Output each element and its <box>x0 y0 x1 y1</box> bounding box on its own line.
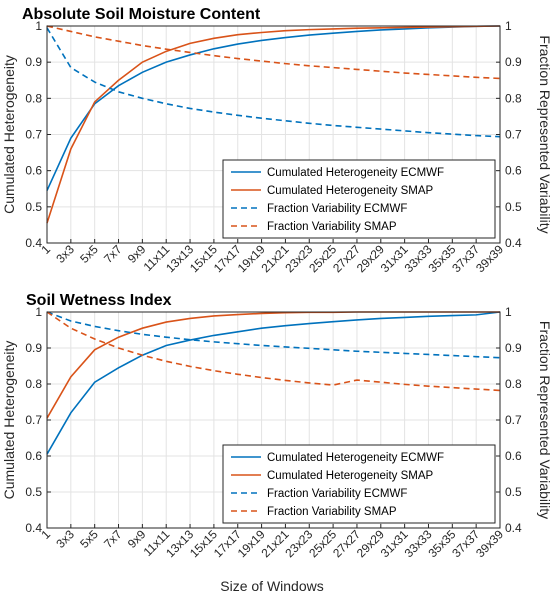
legend-entry: Cumulated Heterogeneity SMAP <box>267 470 434 482</box>
y-tick-label-left: 0.9 <box>25 341 42 355</box>
legend-entry: Cumulated Heterogeneity ECMWF <box>267 452 444 464</box>
y-tick-label-left: 0.5 <box>25 485 42 499</box>
legend-entry: Fraction Variability SMAP <box>267 506 397 518</box>
y-tick-label-right: 0.9 <box>505 341 522 355</box>
axis-ticks: 1 3x3 5x5 7x7 9x911x1113x1315x1517x1719x1921… <box>25 19 522 275</box>
y-tick-label-right: 0.5 <box>505 200 522 214</box>
legend-entry: Fraction Variability SMAP <box>267 221 397 233</box>
y-tick-label-right: 0.7 <box>505 128 522 142</box>
y-tick-label-right: 0.8 <box>505 377 522 391</box>
series-line <box>46 25 501 224</box>
y-tick-label-right: 0.6 <box>505 164 522 178</box>
panel-absolute-soil-moisture: Absolute Soil Moisture Content 1 3x3 5x5 7x… <box>1 6 550 275</box>
y-tick-label-right: 0.5 <box>505 485 522 499</box>
y-tick-label-left: 0.7 <box>25 128 42 142</box>
series-line <box>46 311 501 455</box>
y-tick-label-left: 0.4 <box>25 521 42 535</box>
y-tick-label-left: 0.6 <box>25 449 42 463</box>
y-tick-label-left: 1 <box>35 305 42 319</box>
y-tick-label-left: 0.8 <box>25 91 42 105</box>
y-tick-label-left: 0.5 <box>25 200 42 214</box>
y-tick-label-left: 0.4 <box>25 236 42 250</box>
series-line <box>46 25 501 80</box>
y-tick-label-left: 0.9 <box>25 55 42 69</box>
y-tick-label-left: 0.7 <box>25 413 42 427</box>
y-tick-label-left: 0.8 <box>25 377 42 391</box>
legend-entry: Cumulated Heterogeneity SMAP <box>267 185 434 197</box>
legend: Cumulated Heterogeneity ECMWF Cumulated H… <box>222 444 496 524</box>
x-axis-label: Size of Windows <box>220 578 323 594</box>
y-tick-label-right: 0.7 <box>505 413 522 427</box>
y-tick-label-right: 1 <box>505 19 512 33</box>
y-tick-label-right: 0.4 <box>505 236 522 250</box>
series-line <box>46 25 501 191</box>
y-axis-label-right: Fraction Represented Variability <box>537 321 550 519</box>
y-tick-label-left: 0.6 <box>25 164 42 178</box>
legend-entry: Cumulated Heterogeneity ECMWF <box>267 167 444 179</box>
legend-entry: Fraction Variability ECMWF <box>267 203 407 215</box>
legend-box <box>222 159 496 239</box>
legend-box <box>222 444 496 524</box>
y-tick-label-right: 0.9 <box>505 55 522 69</box>
series-line <box>46 311 501 359</box>
chart-title: Soil Wetness Index <box>26 292 172 309</box>
y-tick-label-right: 1 <box>505 305 512 319</box>
legend: Cumulated Heterogeneity ECMWF Cumulated H… <box>222 159 496 239</box>
y-tick-label-right: 0.4 <box>505 521 522 535</box>
chart-title: Absolute Soil Moisture Content <box>22 6 261 23</box>
y-axis-label-right: Fraction Represented Variability <box>537 35 550 233</box>
y-axis-label-left: Cumulated Heterogeneity <box>1 341 17 500</box>
y-tick-label-right: 0.6 <box>505 449 522 463</box>
y-tick-label-right: 0.8 <box>505 91 522 105</box>
series-lines <box>46 25 501 224</box>
y-tick-label-left: 1 <box>35 19 42 33</box>
series-line <box>46 27 501 138</box>
series-line <box>46 311 501 392</box>
y-axis-label-left: Cumulated Heterogeneity <box>1 55 17 214</box>
legend-entry: Fraction Variability ECMWF <box>267 488 407 500</box>
